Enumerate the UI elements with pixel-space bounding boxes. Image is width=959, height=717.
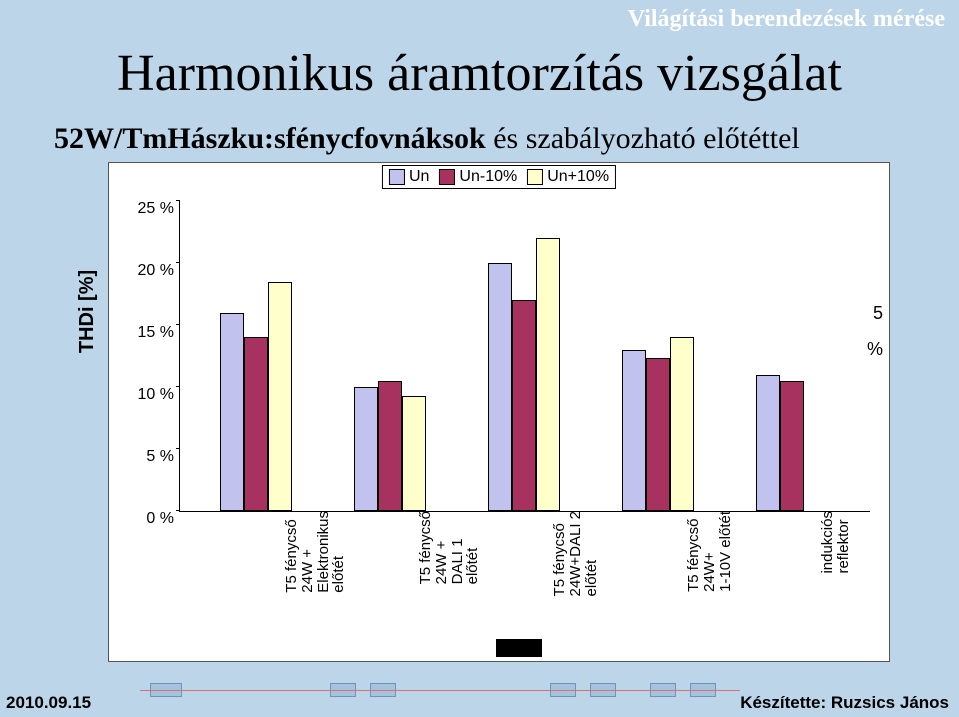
bar	[622, 350, 646, 511]
bar	[756, 375, 780, 511]
bar	[512, 300, 536, 511]
y-tick-mark	[176, 510, 180, 511]
legend-swatch-un+10	[527, 169, 543, 185]
bar	[646, 358, 670, 511]
subtitle-rest: és szabályozható előtéttel	[486, 122, 800, 155]
legend-label: Un+10%	[547, 168, 609, 185]
y-tick-mark	[176, 386, 180, 387]
legend-swatch-un-10	[439, 169, 455, 185]
bar	[354, 387, 378, 511]
x-tick-label: T5 fénycső 24W+ 1-10V előtét	[682, 511, 733, 592]
subtitle-bold: 52W/TmHászku:sfénycfovnáksok	[54, 122, 486, 155]
legend-label: Un	[409, 168, 429, 185]
bar	[670, 337, 694, 511]
footer-author: Készítette: Ruzsics János	[740, 693, 949, 713]
subtitle: 52W/TmHászku:sfénycfovnáksok és szabályo…	[54, 122, 800, 156]
y-tick-label: 0 %	[146, 510, 180, 528]
bar	[488, 263, 512, 511]
x-tick-label: T5 fénycső 24W + DALI 1 előtét	[414, 511, 481, 584]
x-tick-label: T5 fénycső 24W+DALI 2 előtét	[548, 511, 599, 596]
x-tick-label: T5 fénycső 24W + Elektronikus előtét	[280, 511, 347, 593]
bar-group	[354, 201, 444, 511]
legend-item: Un	[389, 168, 429, 186]
black-block	[496, 639, 542, 657]
legend-label: Un-10%	[459, 168, 517, 185]
legend-item: Un-10%	[439, 168, 517, 186]
y-tick-mark	[176, 448, 180, 449]
x-tick-label: indukciós reflektor	[816, 511, 852, 574]
stray-label-top: 5	[873, 303, 883, 324]
bar	[780, 381, 804, 511]
y-tick-label: 5 %	[146, 448, 180, 466]
bar	[268, 282, 292, 511]
legend-item: Un+10%	[527, 168, 609, 186]
bar	[536, 238, 560, 511]
bar	[220, 313, 244, 511]
y-tick-label: 20 %	[138, 262, 180, 280]
bar-group	[622, 201, 712, 511]
legend: Un Un-10% Un+10%	[382, 165, 616, 189]
chart-panel: Un Un-10% Un+10% 5 % 0 %5 %10 %15 %20 %2…	[108, 162, 890, 662]
bg-line	[140, 690, 740, 691]
plot-area: 0 %5 %10 %15 %20 %25 %T5 fénycső 24W + E…	[179, 201, 870, 512]
bar-group	[756, 201, 846, 511]
bar	[244, 337, 268, 511]
y-tick-mark	[176, 200, 180, 201]
footer-date: 2010.09.15	[6, 693, 91, 713]
y-axis-label-outer: THDi [%]	[76, 270, 99, 353]
page-title: Harmonikus áramtorzítás vizsgálat	[0, 44, 959, 103]
y-tick-mark	[176, 324, 180, 325]
bar	[402, 396, 426, 511]
legend-swatch-un	[389, 169, 405, 185]
header-right: Világítási berendezések mérése	[628, 6, 945, 33]
y-tick-label: 10 %	[138, 386, 180, 404]
bar-group	[488, 201, 578, 511]
y-tick-label: 15 %	[138, 324, 180, 342]
bar	[378, 381, 402, 511]
y-tick-mark	[176, 262, 180, 263]
y-tick-label: 25 %	[138, 200, 180, 218]
bar-group	[220, 201, 310, 511]
